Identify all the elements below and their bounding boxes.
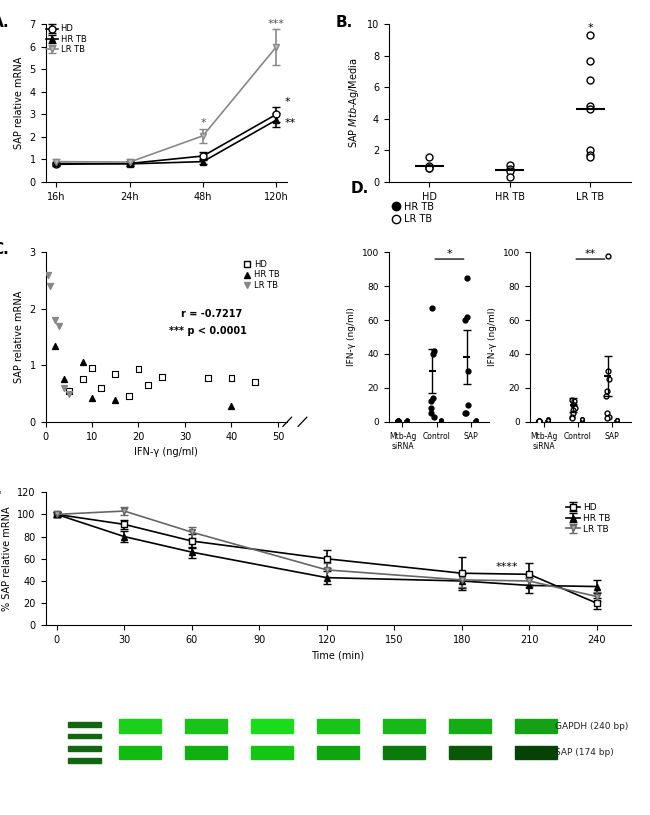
Text: *** p < 0.0001: *** p < 0.0001 xyxy=(169,326,246,336)
Text: *: * xyxy=(447,249,452,259)
Point xyxy=(49,314,60,327)
Bar xyxy=(515,746,557,759)
Point xyxy=(133,363,144,376)
Point xyxy=(87,362,98,375)
Text: ***: *** xyxy=(268,19,285,29)
Bar xyxy=(68,747,101,751)
Point xyxy=(59,381,70,394)
Point xyxy=(59,373,70,386)
Text: E.: E. xyxy=(0,482,3,496)
Text: 180': 180' xyxy=(458,703,482,712)
Point xyxy=(49,339,60,352)
Text: T0: T0 xyxy=(133,703,147,712)
Point xyxy=(43,268,53,281)
Y-axis label: % SAP relative mRNA: % SAP relative mRNA xyxy=(2,506,12,611)
Bar xyxy=(68,722,101,727)
Bar xyxy=(119,746,161,759)
Point xyxy=(87,391,98,404)
Text: 15': 15' xyxy=(198,703,214,712)
Point xyxy=(226,399,237,412)
Text: 120': 120' xyxy=(393,703,415,712)
X-axis label: Time (min): Time (min) xyxy=(311,650,365,661)
Bar xyxy=(317,719,359,733)
Bar xyxy=(448,746,491,759)
Text: D.: D. xyxy=(350,181,369,196)
Text: *: * xyxy=(588,23,593,33)
Bar xyxy=(317,746,359,759)
Bar xyxy=(448,719,491,733)
Legend: HD, HR TB, LR TB: HD, HR TB, LR TB xyxy=(562,500,614,537)
Bar xyxy=(68,734,101,738)
Bar xyxy=(515,719,557,733)
Point xyxy=(77,373,88,386)
Point xyxy=(124,390,135,403)
Legend: HR TB, LR TB: HR TB, LR TB xyxy=(389,198,438,228)
Legend: HD, HR TB, LR TB: HD, HR TB, LR TB xyxy=(240,257,283,293)
X-axis label: IFN-γ (ng/ml): IFN-γ (ng/ml) xyxy=(135,447,198,457)
Y-axis label: SAP $Mtb$-Ag/Media: SAP $Mtb$-Ag/Media xyxy=(347,58,361,148)
Point xyxy=(54,319,64,333)
Point xyxy=(142,378,153,391)
Bar xyxy=(119,719,161,733)
Bar xyxy=(185,719,227,733)
Text: **: ** xyxy=(585,249,596,259)
Text: C.: C. xyxy=(0,242,9,257)
Y-axis label: SAP relative mRNA: SAP relative mRNA xyxy=(14,57,24,149)
Y-axis label: IFN-γ (ng/ml): IFN-γ (ng/ml) xyxy=(488,307,497,367)
Bar xyxy=(251,719,293,733)
Text: M: M xyxy=(80,703,89,712)
Text: **: ** xyxy=(285,117,296,128)
Point xyxy=(77,356,88,369)
Point xyxy=(64,384,74,397)
Bar xyxy=(251,746,293,759)
Point xyxy=(157,370,167,383)
Text: *: * xyxy=(200,118,206,128)
Y-axis label: IFN-γ (ng/ml): IFN-γ (ng/ml) xyxy=(347,307,356,367)
Text: ****: **** xyxy=(495,562,518,572)
Text: 240': 240' xyxy=(524,703,547,712)
Point xyxy=(226,371,237,384)
Text: B.: B. xyxy=(335,15,353,30)
Text: A.: A. xyxy=(0,15,10,30)
Bar xyxy=(383,719,425,733)
Text: 30': 30' xyxy=(264,703,280,712)
Text: GAPDH (240 bp): GAPDH (240 bp) xyxy=(555,721,629,730)
Point xyxy=(110,368,120,381)
Bar xyxy=(383,746,425,759)
Y-axis label: SAP relative mRNA: SAP relative mRNA xyxy=(14,291,24,383)
Point xyxy=(250,376,260,389)
Point xyxy=(64,387,74,400)
Bar xyxy=(68,758,101,763)
Point xyxy=(96,381,107,394)
Text: 60': 60' xyxy=(330,703,346,712)
Text: SAP (174 bp): SAP (174 bp) xyxy=(555,748,614,757)
Bar xyxy=(185,746,227,759)
Point xyxy=(45,280,55,293)
Legend: HD, HR TB, LR TB: HD, HR TB, LR TB xyxy=(46,24,86,54)
Text: r = -0.7217: r = -0.7217 xyxy=(181,309,242,319)
Point xyxy=(110,394,120,407)
Point xyxy=(203,371,213,384)
Text: *: * xyxy=(285,98,291,108)
